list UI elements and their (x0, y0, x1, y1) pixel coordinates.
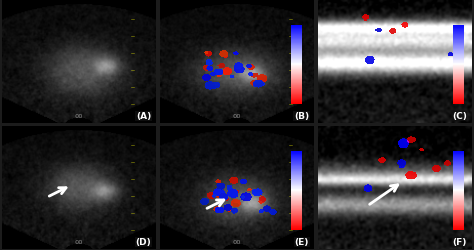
Text: (D): (D) (136, 237, 151, 246)
Text: (E): (E) (295, 237, 309, 246)
Text: oo: oo (75, 112, 83, 118)
Text: oo: oo (233, 238, 241, 244)
Text: (F): (F) (453, 237, 467, 246)
Text: oo: oo (233, 112, 241, 118)
Text: (C): (C) (452, 112, 467, 121)
Text: (A): (A) (136, 112, 151, 121)
Text: (B): (B) (294, 112, 309, 121)
Text: oo: oo (75, 238, 83, 244)
